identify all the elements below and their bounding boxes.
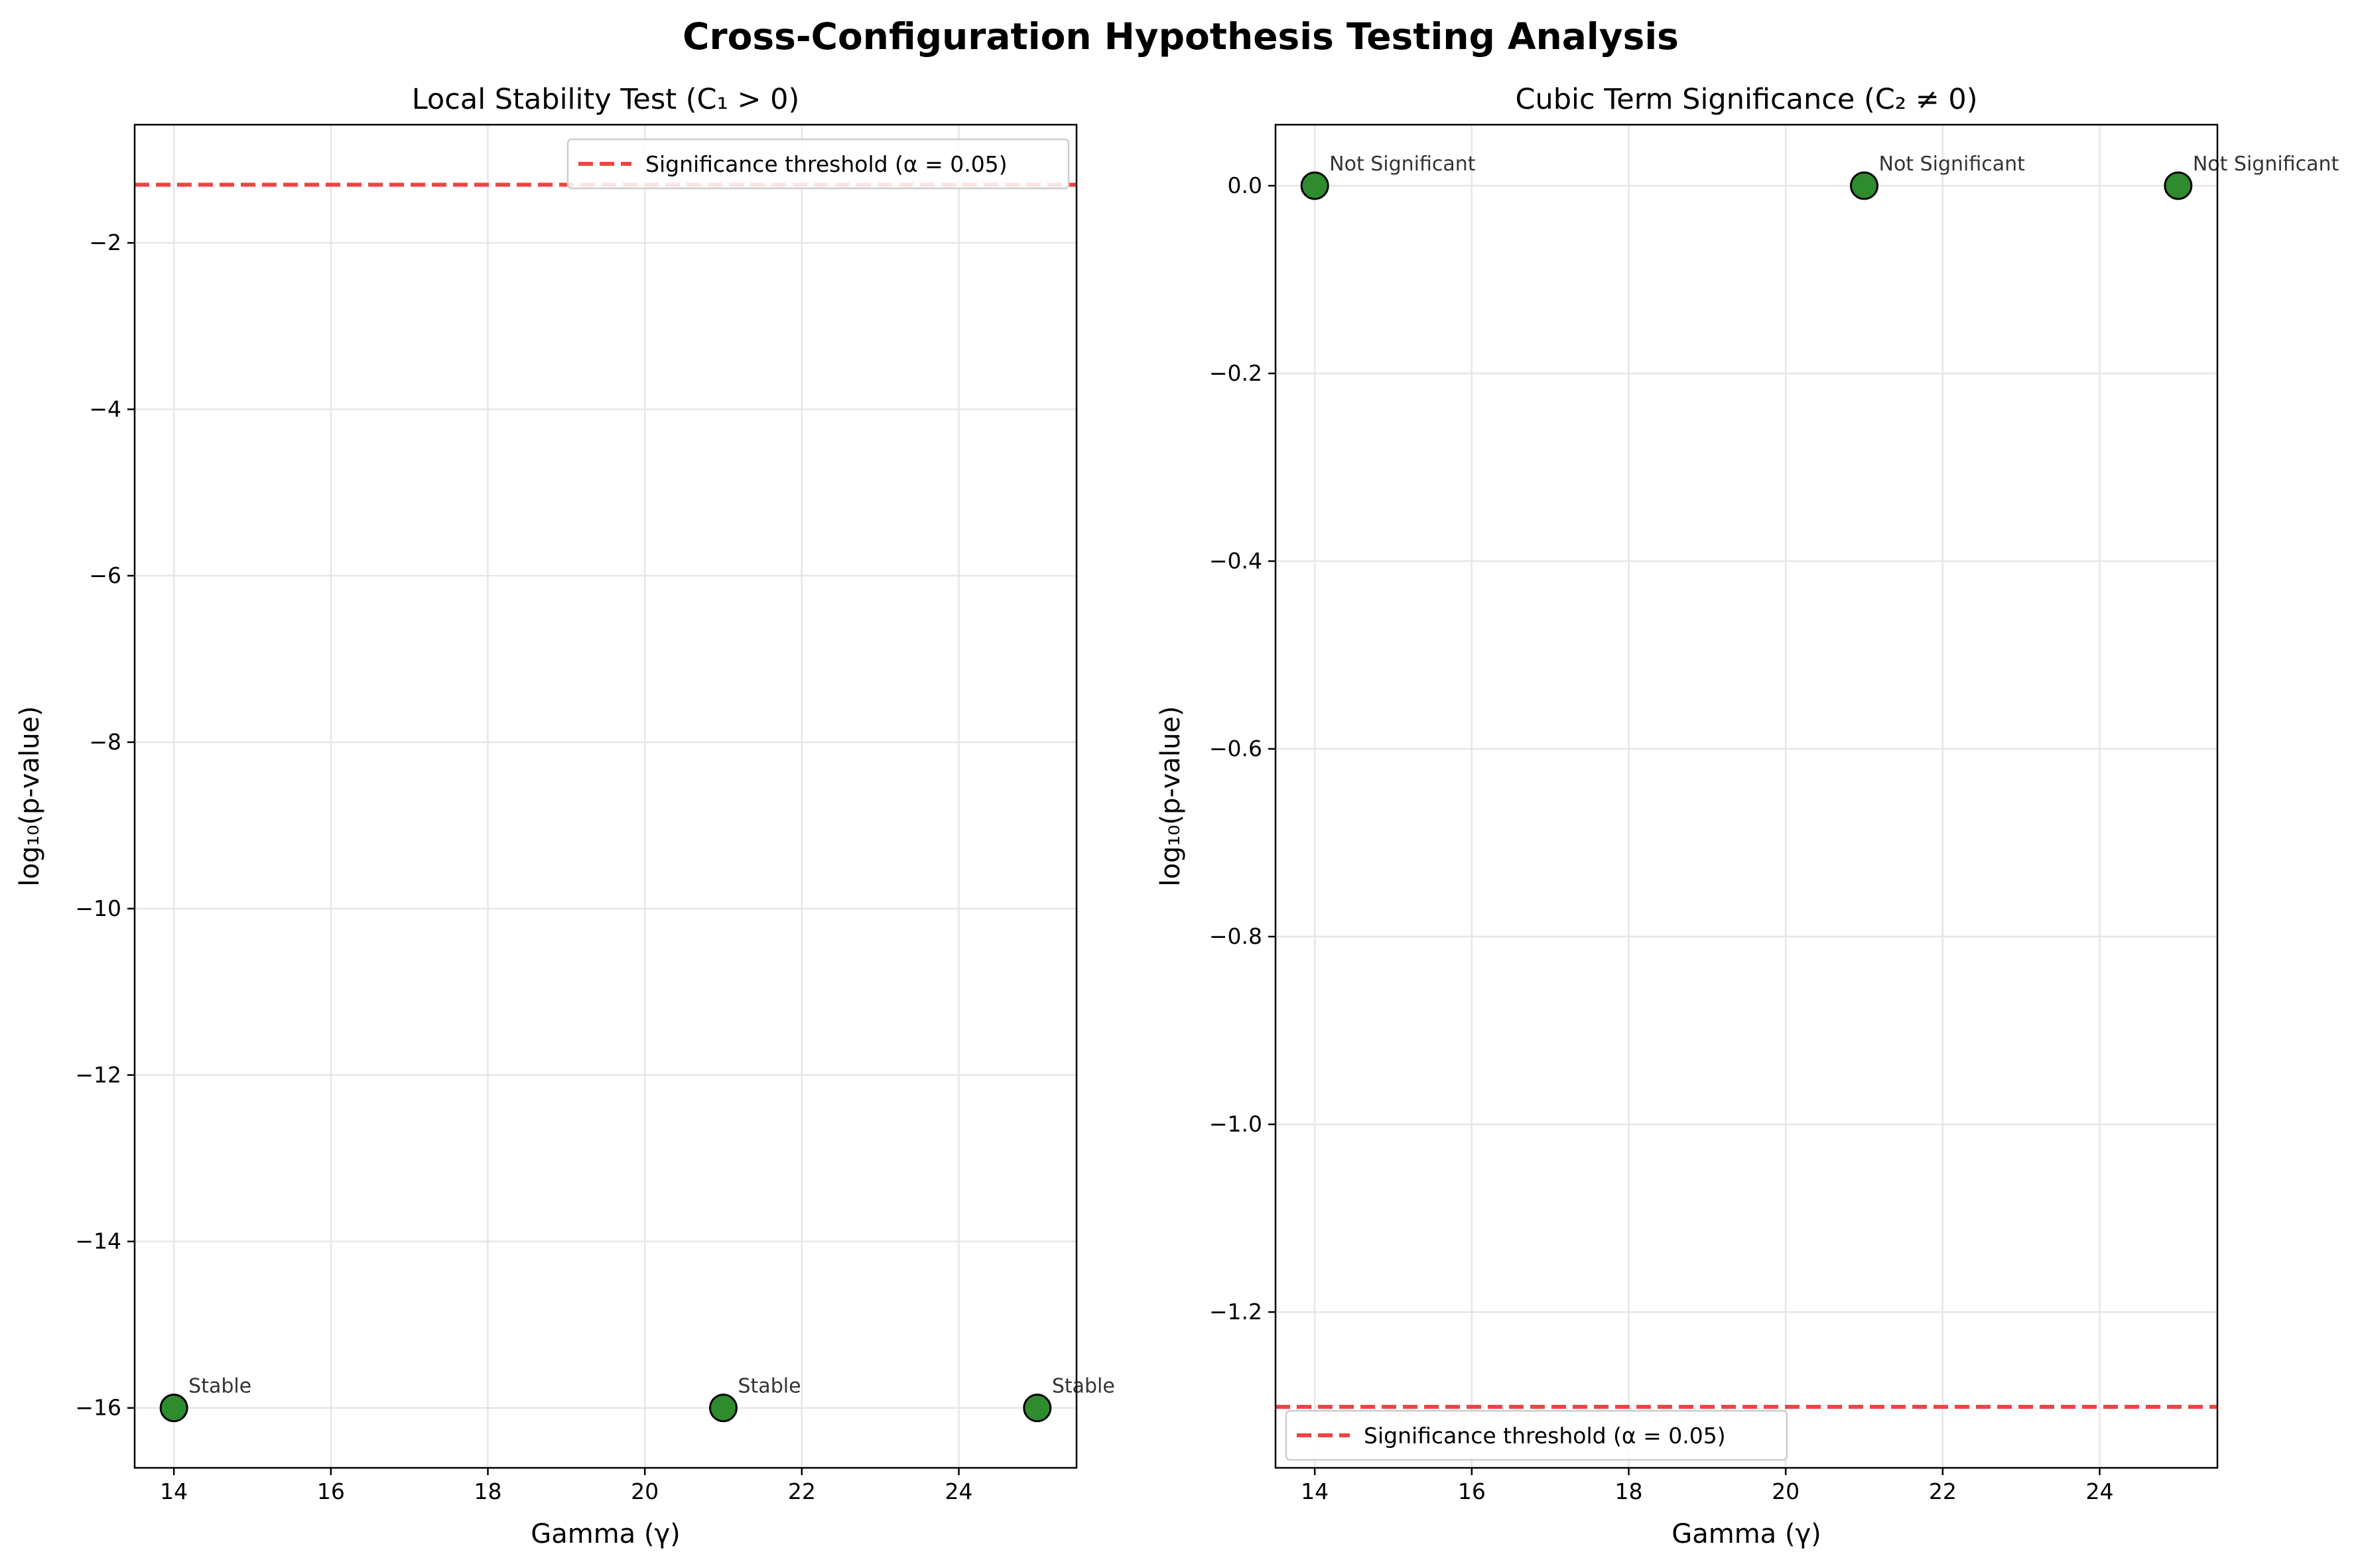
y-tick-label: −10 — [75, 895, 121, 921]
x-tick-label: 22 — [788, 1478, 816, 1504]
y-tick-label: −8 — [89, 729, 121, 755]
data-point — [1850, 171, 1878, 200]
legend-label: Significance threshold (α = 0.05) — [1364, 1423, 1726, 1449]
figure-title: Cross-Configuration Hypothesis Testing A… — [683, 15, 1679, 58]
y-tick-label: −2 — [89, 229, 121, 255]
y-tick-label: 0.0 — [1228, 172, 1262, 198]
point-annotation: Not Significant — [2193, 153, 2339, 176]
y-tick-label: −14 — [75, 1228, 121, 1254]
axes-frame — [1274, 123, 2219, 1469]
legend: Significance threshold (α = 0.05) — [566, 138, 1070, 190]
point-annotation: Not Significant — [1879, 153, 2026, 176]
data-point — [1023, 1394, 1052, 1423]
y-tick-label: −4 — [89, 396, 121, 422]
point-annotation: Stable — [1052, 1375, 1115, 1398]
legend-label: Significance threshold (α = 0.05) — [645, 151, 1008, 177]
y-tick-label: −0.2 — [1209, 360, 1262, 386]
y-axis-label: log₁₀(p-value) — [15, 706, 45, 886]
x-tick-label: 20 — [631, 1478, 659, 1504]
y-tick-label: −0.6 — [1209, 736, 1262, 761]
y-tick-label: −0.4 — [1209, 548, 1262, 574]
x-tick-label: 18 — [1615, 1478, 1643, 1504]
y-tick-label: −16 — [75, 1395, 121, 1421]
local-stability-axes: Stable Stable Stable 14 16 18 20 22 24 −2 −4 −6 −8 −1… — [15, 83, 1115, 1549]
y-tick-label: −1.2 — [1209, 1299, 1262, 1325]
axes-title: Cubic Term Significance (C₂ ≠ 0) — [1515, 83, 1977, 116]
data-point — [159, 1394, 188, 1423]
x-axis-label: Gamma (γ) — [531, 1519, 681, 1549]
y-axis-label: log₁₀(p-value) — [1155, 706, 1186, 886]
y-tick-label: −12 — [75, 1062, 121, 1088]
x-tick-label: 18 — [474, 1478, 502, 1504]
legend-box — [1285, 1409, 1788, 1461]
y-tick-label: −0.8 — [1209, 923, 1262, 949]
x-tick-label: 22 — [1929, 1478, 1957, 1504]
point-annotation: Not Significant — [1329, 153, 1476, 176]
data-point — [1300, 171, 1329, 200]
cubic-term-axes: Not Significant Not Significant Not Signif… — [1155, 83, 2339, 1549]
axes-frame — [133, 123, 1078, 1469]
y-tick-label: −6 — [89, 562, 121, 588]
x-tick-label: 16 — [317, 1478, 345, 1504]
legend-box — [566, 138, 1070, 190]
x-tick-label: 20 — [1772, 1478, 1800, 1504]
y-tick-label: −1.0 — [1209, 1111, 1262, 1137]
x-tick-label: 16 — [1458, 1478, 1486, 1504]
legend: Significance threshold (α = 0.05) — [1285, 1409, 1788, 1461]
x-tick-label: 24 — [945, 1478, 973, 1504]
data-point — [709, 1394, 738, 1423]
x-tick-label: 14 — [1301, 1478, 1329, 1504]
x-axis-label: Gamma (γ) — [1672, 1519, 1821, 1549]
x-tick-label: 24 — [2086, 1478, 2114, 1504]
point-annotation: Stable — [738, 1375, 801, 1398]
axes-title: Local Stability Test (C₁ > 0) — [412, 83, 800, 116]
x-tick-label: 14 — [160, 1478, 188, 1504]
point-annotation: Stable — [188, 1375, 251, 1398]
data-point — [2164, 171, 2193, 200]
